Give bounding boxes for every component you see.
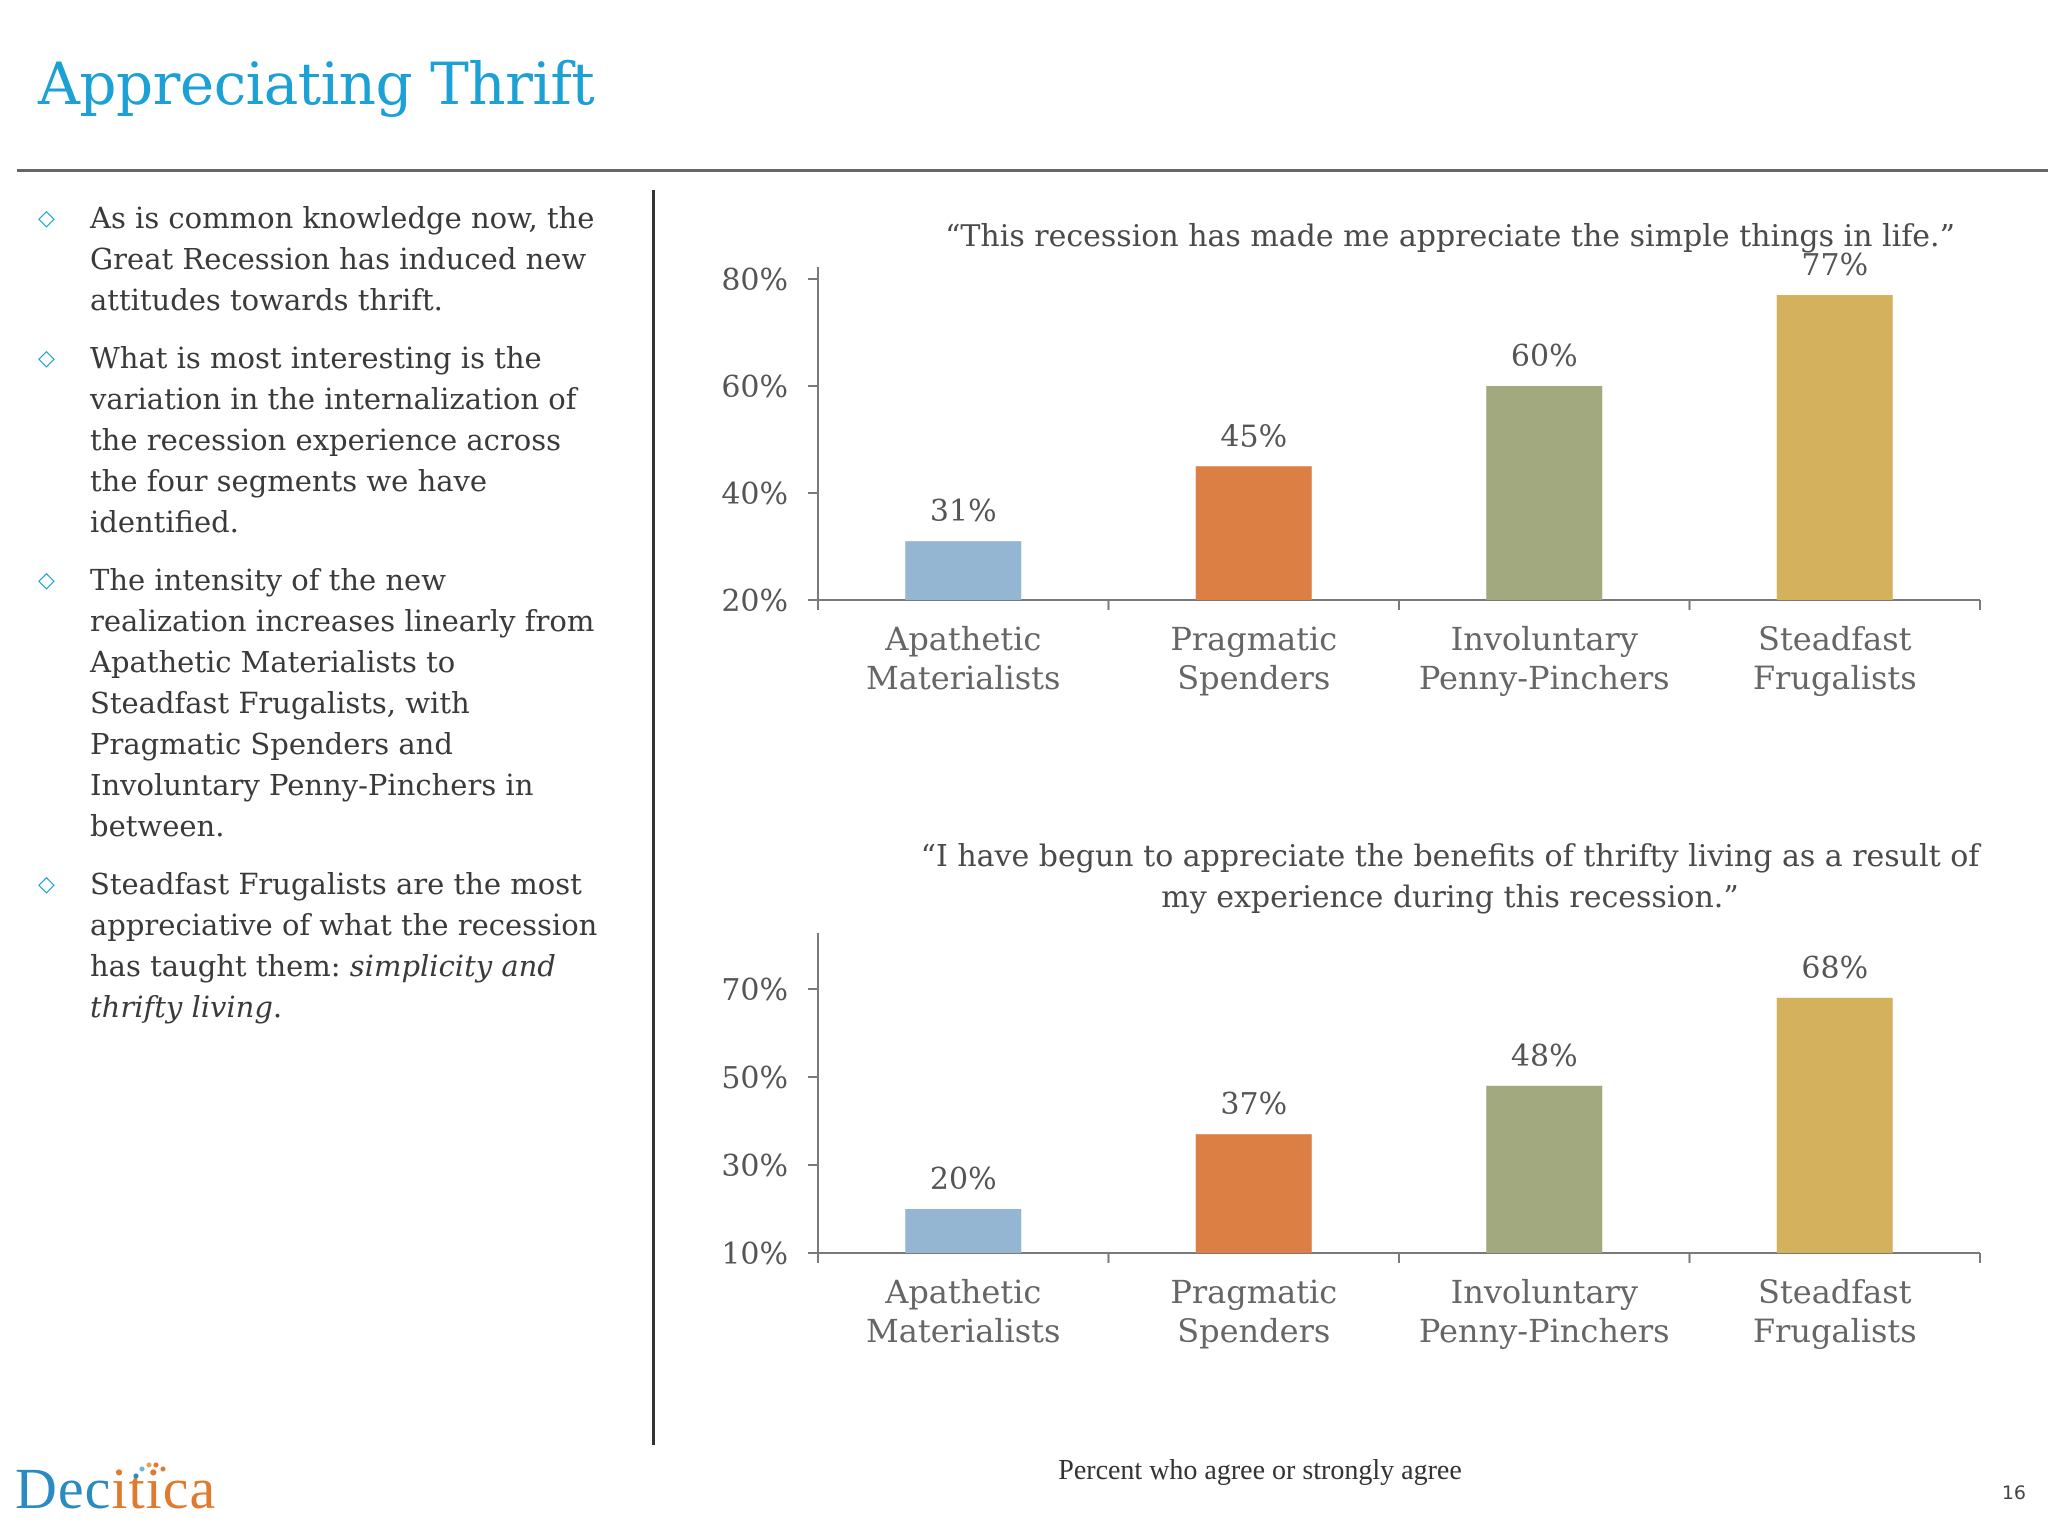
title-divider: [17, 169, 2048, 172]
column-divider: [652, 190, 655, 1445]
x-tick-label: Frugalists: [1753, 1312, 1917, 1350]
page-title: Appreciating Thrift: [38, 50, 595, 118]
x-tick-label: Apathetic: [884, 1273, 1041, 1311]
diamond-bullet-icon: ◇: [38, 872, 55, 897]
decitica-logo: Decitica: [15, 1455, 216, 1522]
y-tick-label: 20%: [721, 584, 788, 619]
diamond-bullet-icon: ◇: [38, 346, 55, 371]
page-number: 16: [2001, 1482, 2026, 1504]
bar: [1486, 1085, 1603, 1253]
y-tick-label: 80%: [721, 263, 788, 298]
y-tick-label: 30%: [721, 1149, 788, 1184]
x-tick-label: Spenders: [1177, 1312, 1330, 1350]
chart-title-simple-things: “This recession has made me appreciate t…: [945, 219, 1955, 254]
y-tick-label: 10%: [721, 1237, 788, 1272]
bullet-item: ◇ Steadfast Frugalists are the most appr…: [38, 864, 598, 1028]
bullet-text: Steadfast Frugalists are the most apprec…: [90, 867, 598, 983]
x-tick-label: Pragmatic: [1170, 1273, 1337, 1311]
bar-value-label: 45%: [1220, 419, 1287, 454]
x-tick-label: Spenders: [1177, 659, 1330, 697]
bullet-item: ◇ What is most interesting is the variat…: [38, 338, 598, 543]
bar-value-label: 48%: [1511, 1039, 1578, 1074]
bullet-suffix: .: [272, 990, 283, 1024]
x-tick-label: Materialists: [866, 1312, 1060, 1350]
x-tick-label: Apathetic: [884, 620, 1041, 658]
y-tick-label: 40%: [721, 477, 788, 512]
bullet-list: ◇ As is common knowledge now, the Great …: [38, 198, 598, 1045]
y-tick-label: 70%: [721, 973, 788, 1008]
bar: [1195, 1134, 1312, 1253]
x-tick-label: Involuntary: [1451, 620, 1638, 658]
logo-text-part1: Dec: [15, 1456, 112, 1521]
bar-value-label: 68%: [1801, 951, 1868, 986]
diamond-bullet-icon: ◇: [38, 568, 55, 593]
bullet-item: ◇ The intensity of the new realization i…: [38, 560, 598, 847]
bar: [1486, 386, 1603, 600]
x-tick-label: Steadfast: [1758, 1273, 1912, 1311]
bar: [1776, 295, 1893, 600]
bar: [1776, 997, 1893, 1253]
diamond-bullet-icon: ◇: [38, 206, 55, 231]
footer-note: Percent who agree or strongly agree: [1058, 1455, 1462, 1486]
bar: [1195, 466, 1312, 600]
bullet-item: ◇ As is common knowledge now, the Great …: [38, 198, 598, 321]
bar-value-label: 37%: [1220, 1087, 1287, 1122]
bullet-text: As is common knowledge now, the Great Re…: [90, 201, 595, 317]
y-tick-label: 60%: [721, 370, 788, 405]
bullet-text: The intensity of the new realization inc…: [90, 563, 595, 843]
bar-value-label: 20%: [930, 1162, 997, 1197]
x-tick-label: Involuntary: [1451, 1273, 1638, 1311]
chart-title-thrifty-living: “I have begun to appreciate the benefits…: [920, 839, 1980, 915]
y-tick-label: 50%: [721, 1061, 788, 1096]
x-tick-label: Penny-Pinchers: [1419, 1312, 1670, 1350]
logo-dots-icon: [133, 1462, 166, 1479]
x-tick-label: Steadfast: [1758, 620, 1912, 658]
x-tick-label: Pragmatic: [1170, 620, 1337, 658]
bar: [905, 1209, 1022, 1253]
x-tick-label: Penny-Pinchers: [1419, 659, 1670, 697]
bullet-emphasis: simplicity and thrifty living: [90, 949, 556, 1024]
bar-value-label: 60%: [1511, 339, 1578, 374]
bullet-text: What is most interesting is the variatio…: [90, 341, 577, 539]
bar: [905, 541, 1022, 600]
bar-value-label: 31%: [930, 494, 997, 529]
x-tick-label: Materialists: [866, 659, 1060, 697]
x-tick-label: Frugalists: [1753, 659, 1917, 697]
